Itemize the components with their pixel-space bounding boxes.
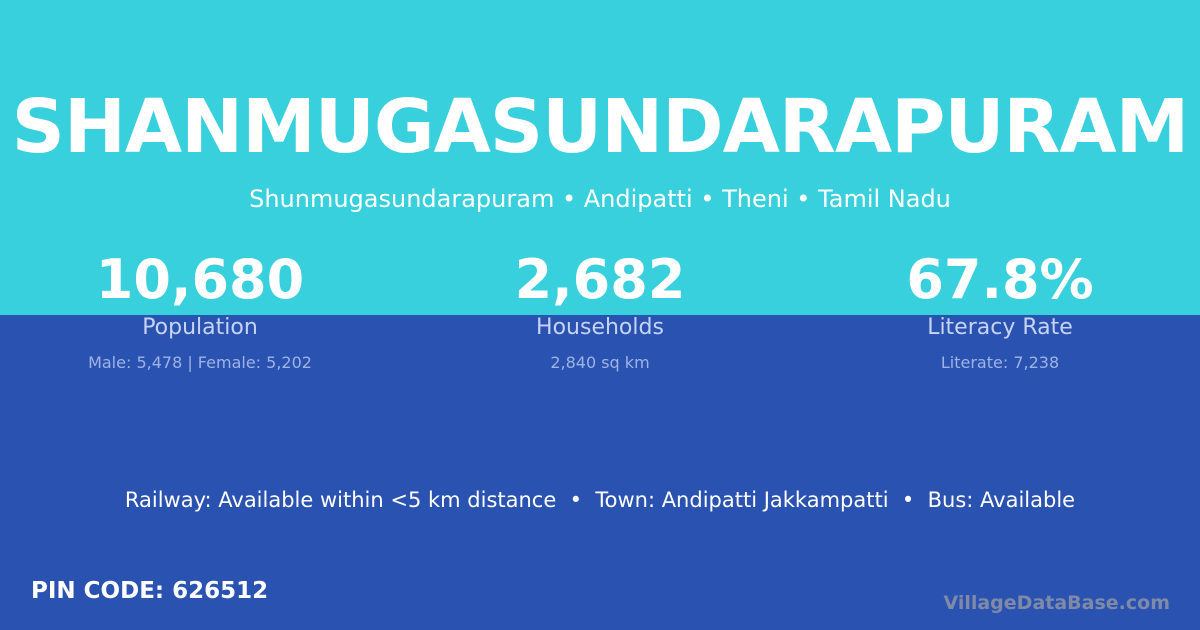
facilities-line: Railway: Available within <5 km distance… bbox=[124, 488, 1076, 512]
header-band bbox=[0, 0, 1200, 315]
village-title: SHANMUGASUNDARAPURAM bbox=[11, 84, 1190, 170]
brand-watermark: VillageDataBase.com bbox=[943, 592, 1170, 614]
stat-value: 10,680 bbox=[95, 248, 305, 311]
stat-detail: Literate: 7,238 bbox=[940, 353, 1060, 372]
pin-code: PIN CODE: 626512 bbox=[31, 578, 269, 604]
stat-households: 2,682 Households 2,840 sq km bbox=[400, 250, 800, 374]
stat-detail: 2,840 sq km bbox=[550, 353, 650, 372]
location-breadcrumb: Shunmugasundarapuram • Andipatti • Theni… bbox=[249, 185, 951, 213]
stat-label: Population bbox=[142, 315, 258, 340]
stat-label: Households bbox=[536, 315, 664, 340]
stat-value: 67.8% bbox=[906, 248, 1094, 311]
stat-population: 10,680 Population Male: 5,478 | Female: … bbox=[0, 250, 400, 374]
stat-value: 2,682 bbox=[514, 248, 686, 311]
stat-literacy: 67.8% Literacy Rate Literate: 7,238 bbox=[800, 250, 1200, 374]
stats-band bbox=[0, 315, 1200, 630]
stat-detail: Male: 5,478 | Female: 5,202 bbox=[88, 353, 312, 372]
stat-label: Literacy Rate bbox=[927, 315, 1073, 340]
